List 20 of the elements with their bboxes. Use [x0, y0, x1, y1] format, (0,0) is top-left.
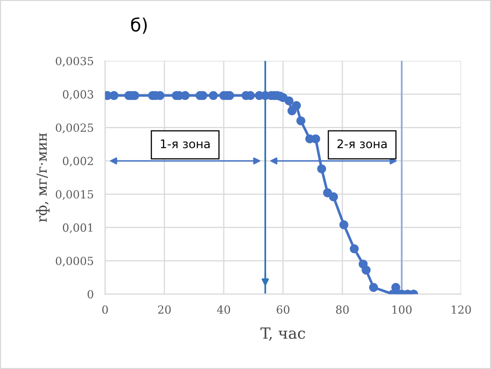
- y-tick-label: 0,003: [62, 90, 94, 100]
- y-tick-label: 0,0015: [56, 190, 94, 200]
- x-tick-label: 20: [158, 305, 171, 314]
- x-tick-label: 80: [336, 305, 349, 314]
- y-tick-label: 0,0005: [56, 256, 94, 267]
- y-tick-label: 0,0035: [56, 56, 94, 67]
- chart-title: б): [131, 17, 147, 34]
- y-tick-label: 0,0025: [56, 123, 94, 134]
- annotation: 2-я зона: [337, 139, 387, 148]
- x-tick-label: 60: [276, 305, 290, 314]
- x-tick-label: 40: [217, 305, 230, 314]
- y-axis-title: rф, мг/г·мин: [36, 133, 50, 222]
- y-tick-label: 0: [88, 290, 94, 298]
- x-tick-label: 100: [392, 305, 412, 314]
- annotation: 1-я зона: [160, 139, 210, 148]
- y-tick-label: 0,002: [62, 156, 93, 167]
- x-tick-label: 120: [452, 305, 471, 314]
- y-tick-label: 0,001: [62, 223, 92, 234]
- x-tick-label: 0: [102, 305, 108, 314]
- x-axis-title: T, час: [260, 328, 306, 341]
